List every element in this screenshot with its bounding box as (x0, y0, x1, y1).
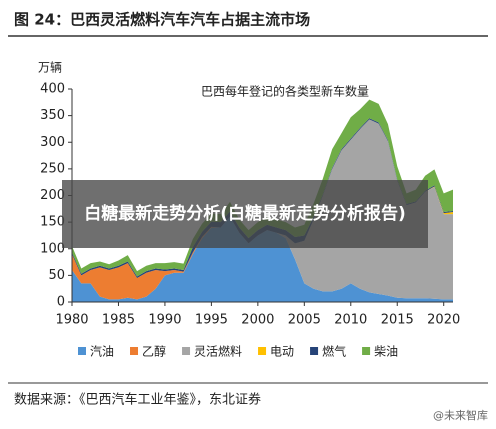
y-tick-label: 400 (40, 82, 65, 97)
y-tick-label: 0 (57, 295, 65, 310)
x-tick-label: 1995 (195, 313, 228, 328)
chart-subtitle: 巴西每年登记的各类型新车数量 (201, 84, 369, 99)
y-axis-label: 万辆 (38, 61, 62, 75)
overlay-banner: 白糖最新走势分析(白糖最新走势分析报告) (62, 180, 428, 248)
area (72, 216, 453, 302)
x-tick-label: 2015 (381, 313, 414, 328)
legend-label: 灵活燃料 (194, 344, 242, 359)
source: 数据来源：《巴西汽车工业年鉴》，东北证券 (14, 392, 261, 408)
watermark: @未来智库 (433, 409, 488, 422)
legend-label: 燃气 (322, 344, 346, 359)
x-tick-label: 2000 (241, 313, 274, 328)
y-tick-label: 300 (40, 135, 65, 150)
legend-swatch (362, 347, 371, 355)
area (72, 119, 453, 300)
x-tick-label: 2005 (288, 313, 321, 328)
y-tick-label: 100 (40, 241, 65, 256)
legend-swatch (78, 347, 86, 355)
legend-swatch (258, 347, 267, 355)
area (72, 216, 453, 300)
x-tick-label: 2020 (427, 313, 460, 328)
legend-swatch (130, 347, 139, 355)
x-tick-label: 1985 (102, 313, 135, 328)
y-tick-label: 250 (40, 161, 65, 176)
legend-label: 汽油 (90, 344, 114, 359)
legend-swatch (310, 347, 319, 355)
legend-label: 乙醇 (142, 344, 166, 359)
chart-title: 图 24：巴西灵活燃料汽车汽车占据主流市场 (14, 11, 310, 29)
x-tick-label: 2010 (334, 313, 367, 328)
legend-label: 柴油 (374, 345, 398, 359)
y-tick-label: 50 (48, 268, 65, 283)
x-tick-label: 1980 (55, 313, 88, 328)
x-tick-label: 1990 (148, 313, 181, 328)
y-tick-label: 200 (40, 188, 65, 203)
y-tick-label: 350 (40, 108, 65, 123)
y-tick-label: 150 (40, 215, 65, 230)
legend-swatch (182, 347, 191, 355)
legend-label: 电动 (270, 345, 294, 359)
